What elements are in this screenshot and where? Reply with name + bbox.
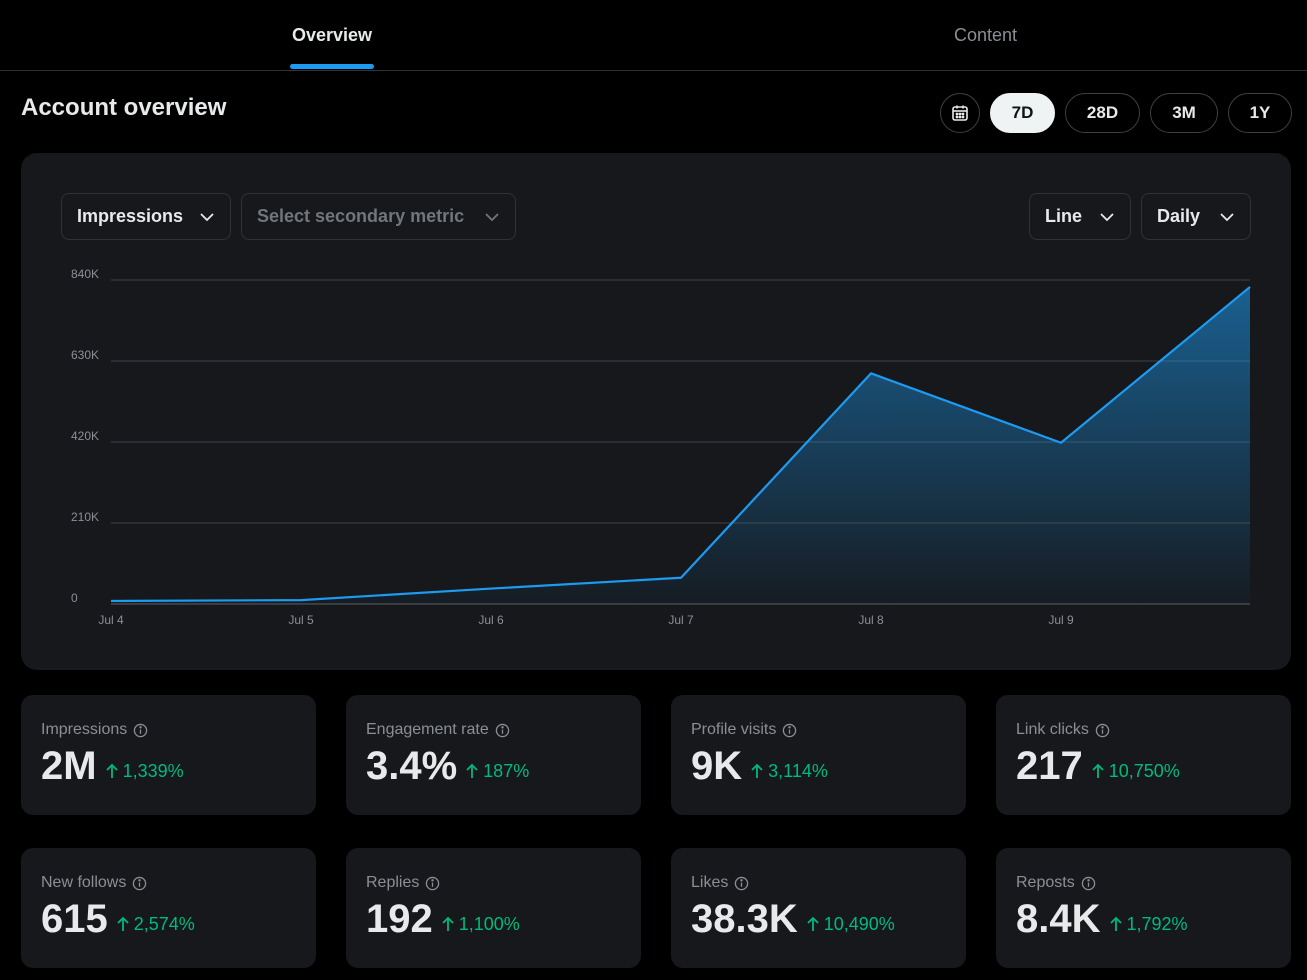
stat-change: 1,100% — [441, 914, 520, 935]
stat-value-row: 615 2,574% — [41, 897, 195, 942]
tab-bar: Overview Content — [0, 0, 1307, 71]
tab-overview[interactable]: Overview — [291, 24, 373, 45]
range-3m-button[interactable]: 3M — [1150, 93, 1218, 133]
chart-type-label: Line — [1045, 206, 1083, 226]
stat-label-row: Engagement rate — [366, 721, 510, 739]
calendar-icon — [952, 105, 968, 121]
stat-value-row: 8.4K 1,792% — [1016, 897, 1188, 942]
arrow-up-icon — [105, 763, 118, 778]
chevron-down-icon — [200, 212, 214, 221]
interval-label: Daily — [1157, 206, 1201, 226]
active-tab-indicator — [290, 64, 374, 69]
stat-label: Likes — [691, 874, 729, 891]
range-1y-button[interactable]: 1Y — [1228, 93, 1292, 133]
info-icon[interactable] — [425, 876, 440, 891]
stat-label-row: Link clicks — [1016, 721, 1110, 739]
stat-card: Reposts 8.4K 1,792% — [996, 848, 1291, 968]
stat-change: 10,490% — [806, 914, 895, 935]
arrow-up-icon — [466, 763, 478, 778]
stat-change-value: 1,792% — [1126, 913, 1188, 934]
stat-label: Replies — [366, 874, 420, 891]
stat-value-row: 192 1,100% — [366, 897, 520, 942]
info-icon[interactable] — [495, 723, 510, 738]
primary-metric-label: Impressions — [77, 206, 184, 226]
secondary-metric-dropdown[interactable]: Select secondary metric — [241, 193, 516, 240]
chart-type-dropdown[interactable]: Line — [1029, 193, 1131, 240]
stat-change-value: 10,750% — [1108, 760, 1180, 781]
stat-label: Profile visits — [691, 721, 777, 738]
chevron-down-icon — [1100, 212, 1114, 221]
stat-label-row: Replies — [366, 874, 440, 892]
range-28d-button[interactable]: 28D — [1065, 93, 1140, 133]
stat-change: 1,792% — [1109, 914, 1188, 935]
stat-label: Impressions — [41, 721, 128, 738]
stat-change: 3,114% — [750, 761, 828, 782]
stat-value: 217 — [1016, 744, 1083, 788]
stat-value: 8.4K — [1016, 897, 1101, 941]
info-icon[interactable] — [734, 876, 749, 891]
stat-change-value: 1,100% — [458, 913, 520, 934]
info-icon[interactable] — [133, 723, 148, 738]
stat-label-row: Profile visits — [691, 721, 797, 739]
primary-metric-dropdown[interactable]: Impressions — [61, 193, 231, 240]
page-title: Account overview — [21, 94, 227, 121]
stat-label: Engagement rate — [366, 721, 489, 738]
stat-value: 2M — [41, 744, 97, 788]
stat-card: Profile visits 9K 3,114% — [671, 695, 966, 815]
stat-value: 192 — [366, 897, 433, 941]
stat-change: 2,574% — [116, 914, 195, 935]
interval-dropdown[interactable]: Daily — [1141, 193, 1251, 240]
arrow-up-icon — [442, 916, 454, 931]
stat-value-row: 3.4% 187% — [366, 744, 529, 789]
stat-card: Link clicks 217 10,750% — [996, 695, 1291, 815]
secondary-metric-placeholder: Select secondary metric — [257, 206, 465, 226]
stat-change-value: 187% — [483, 760, 530, 781]
info-icon[interactable] — [132, 876, 147, 891]
stat-label-row: Likes — [691, 874, 749, 892]
arrow-up-icon — [117, 916, 129, 931]
stat-card: Replies 192 1,100% — [346, 848, 641, 968]
stat-value: 615 — [41, 897, 108, 941]
stat-change-value: 2,574% — [133, 913, 195, 934]
stat-change: 1,339% — [105, 761, 184, 782]
stat-label: Link clicks — [1016, 721, 1089, 738]
stat-value: 3.4% — [366, 744, 458, 788]
info-icon[interactable] — [782, 723, 797, 738]
arrow-up-icon — [807, 916, 819, 931]
arrow-up-icon — [751, 763, 763, 778]
arrow-up-icon — [1092, 763, 1104, 778]
stat-label: New follows — [41, 874, 127, 891]
stat-label: Reposts — [1016, 874, 1075, 891]
stat-value-row: 9K 3,114% — [691, 744, 828, 789]
stat-value-row: 217 10,750% — [1016, 744, 1180, 789]
chevron-down-icon — [1220, 212, 1234, 221]
stat-change: 10,750% — [1091, 761, 1180, 782]
stat-change-value: 1,339% — [122, 760, 184, 781]
arrow-up-icon — [1109, 916, 1122, 931]
info-icon[interactable] — [1081, 876, 1096, 891]
info-icon[interactable] — [1095, 723, 1110, 738]
chevron-down-icon — [485, 212, 499, 221]
stat-card: Likes 38.3K 10,490% — [671, 848, 966, 968]
stat-card: Engagement rate 3.4% 187% — [346, 695, 641, 815]
stat-label-row: Impressions — [41, 721, 148, 739]
stat-label-row: New follows — [41, 874, 147, 892]
calendar-button[interactable] — [940, 93, 980, 133]
stat-label-row: Reposts — [1016, 874, 1096, 892]
range-7d-button[interactable]: 7D — [990, 93, 1055, 133]
stat-card: Impressions 2M 1,339% — [21, 695, 316, 815]
stat-value-row: 2M 1,339% — [41, 744, 184, 789]
stat-value-row: 38.3K 10,490% — [691, 897, 895, 942]
stat-change: 187% — [465, 761, 529, 782]
stat-card: New follows 615 2,574% — [21, 848, 316, 968]
stat-change-value: 10,490% — [823, 913, 895, 934]
tab-content[interactable]: Content — [953, 24, 1018, 45]
stat-value: 9K — [691, 744, 743, 788]
stat-value: 38.3K — [691, 897, 798, 941]
stat-change-value: 3,114% — [768, 760, 828, 781]
